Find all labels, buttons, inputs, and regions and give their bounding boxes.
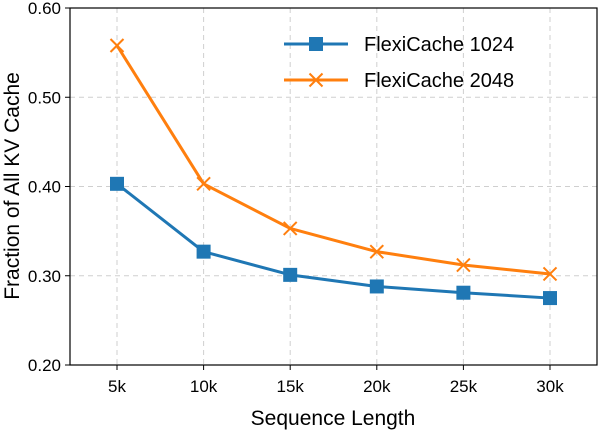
y-tick-label: 0.20	[28, 356, 61, 375]
data-point-x-stroke	[456, 257, 471, 273]
series-line	[116, 182, 551, 300]
data-point-square	[110, 176, 124, 191]
y-tick-label: 0.50	[28, 88, 61, 107]
data-point-square	[309, 37, 323, 51]
data-point-x-stroke	[282, 221, 298, 236]
x-tick-label: 15k	[276, 377, 304, 396]
data-point-x	[456, 257, 471, 273]
data-point-square	[196, 244, 211, 259]
data-point-square	[283, 267, 298, 282]
x-tick-label: 25k	[450, 377, 478, 396]
series-x	[109, 38, 558, 282]
data-point-square	[543, 291, 557, 306]
data-point-x	[109, 38, 125, 53]
series-square	[110, 176, 557, 306]
x-tick-label: 10k	[190, 377, 218, 396]
y-axis-label: Fraction of All KV Cache	[1, 72, 24, 300]
y-axis-ticks: 0.20 0.30 0.40 0.50 0.60	[28, 0, 70, 375]
x-tick-label: 30k	[536, 377, 564, 396]
data-point-x	[542, 266, 558, 282]
data-point-x-stroke	[109, 38, 125, 53]
data-point-x	[282, 221, 298, 236]
y-tick-label: 0.30	[28, 267, 61, 286]
y-tick-label: 0.40	[28, 178, 61, 197]
data-point-x-stroke	[369, 244, 385, 259]
data-point-x	[369, 244, 385, 259]
data-point-x	[196, 176, 211, 192]
x-tick-label: 20k	[363, 377, 391, 396]
x-axis-label: Sequence Length	[251, 407, 416, 430]
data-point-x-stroke	[542, 266, 558, 282]
y-tick-label: 0.60	[28, 0, 61, 18]
data-point-x	[308, 72, 324, 88]
data-point-square	[369, 279, 384, 294]
data-point-x-stroke	[308, 72, 324, 88]
x-axis-ticks: 5k 10k 15k 20k 25k 30k	[108, 365, 564, 396]
legend-label-2048: FlexiCache 2048	[364, 70, 514, 92]
legend-marker-square	[309, 37, 323, 51]
data-point-square	[456, 285, 471, 300]
series-line	[115, 44, 551, 276]
grid	[70, 7, 597, 366]
x-tick-label: 5k	[108, 377, 126, 396]
legend-entry-1024: FlexiCache 1024	[284, 34, 514, 56]
legend: FlexiCache 1024 FlexiCache 2048	[284, 34, 514, 92]
series-layer	[109, 38, 558, 306]
legend-marker-x	[308, 72, 324, 88]
data-point-x-stroke	[196, 176, 211, 192]
legend-label-1024: FlexiCache 1024	[364, 34, 514, 56]
legend-entry-2048: FlexiCache 2048	[284, 70, 514, 92]
